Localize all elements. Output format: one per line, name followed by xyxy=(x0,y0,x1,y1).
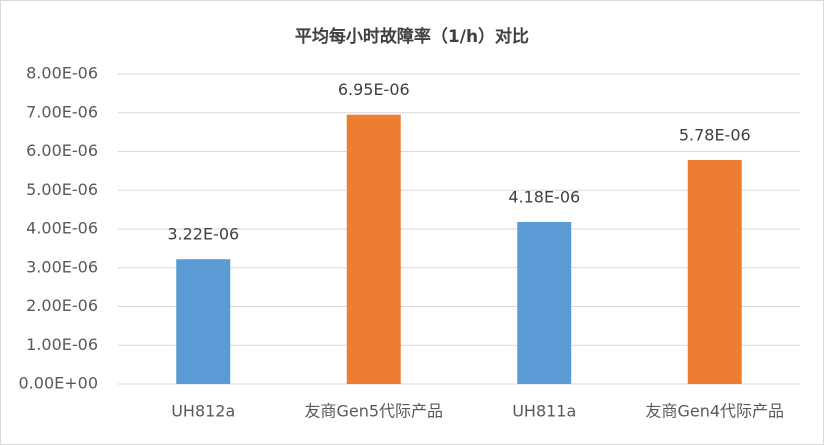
y-tick-label: 6.00E-06 xyxy=(26,141,98,160)
x-tick-label: 友商Gen5代际产品 xyxy=(304,402,443,421)
value-label: 6.95E-06 xyxy=(338,80,410,99)
x-tick-label: UH811a xyxy=(512,402,576,421)
y-tick-label: 8.00E-06 xyxy=(26,64,98,83)
y-tick-label: 5.00E-06 xyxy=(26,180,98,199)
value-label: 3.22E-06 xyxy=(167,225,239,244)
y-tick-label: 7.00E-06 xyxy=(26,102,98,121)
value-label: 4.18E-06 xyxy=(508,188,580,207)
x-tick-label: UH812a xyxy=(171,402,235,421)
y-tick-label: 1.00E-06 xyxy=(26,335,98,354)
y-tick-label: 3.00E-06 xyxy=(26,257,98,276)
bar xyxy=(176,259,231,384)
y-tick-label: 0.00E+00 xyxy=(19,374,99,393)
bar xyxy=(517,222,572,384)
bar xyxy=(346,114,401,384)
y-tick-label: 4.00E-06 xyxy=(26,219,98,238)
x-tick-label: 友商Gen4代际产品 xyxy=(645,402,784,421)
y-tick-label: 2.00E-06 xyxy=(26,296,98,315)
value-label: 5.78E-06 xyxy=(679,126,751,145)
bar xyxy=(687,160,742,384)
chart-title: 平均每小时故障率（1/h）对比 xyxy=(295,26,529,47)
